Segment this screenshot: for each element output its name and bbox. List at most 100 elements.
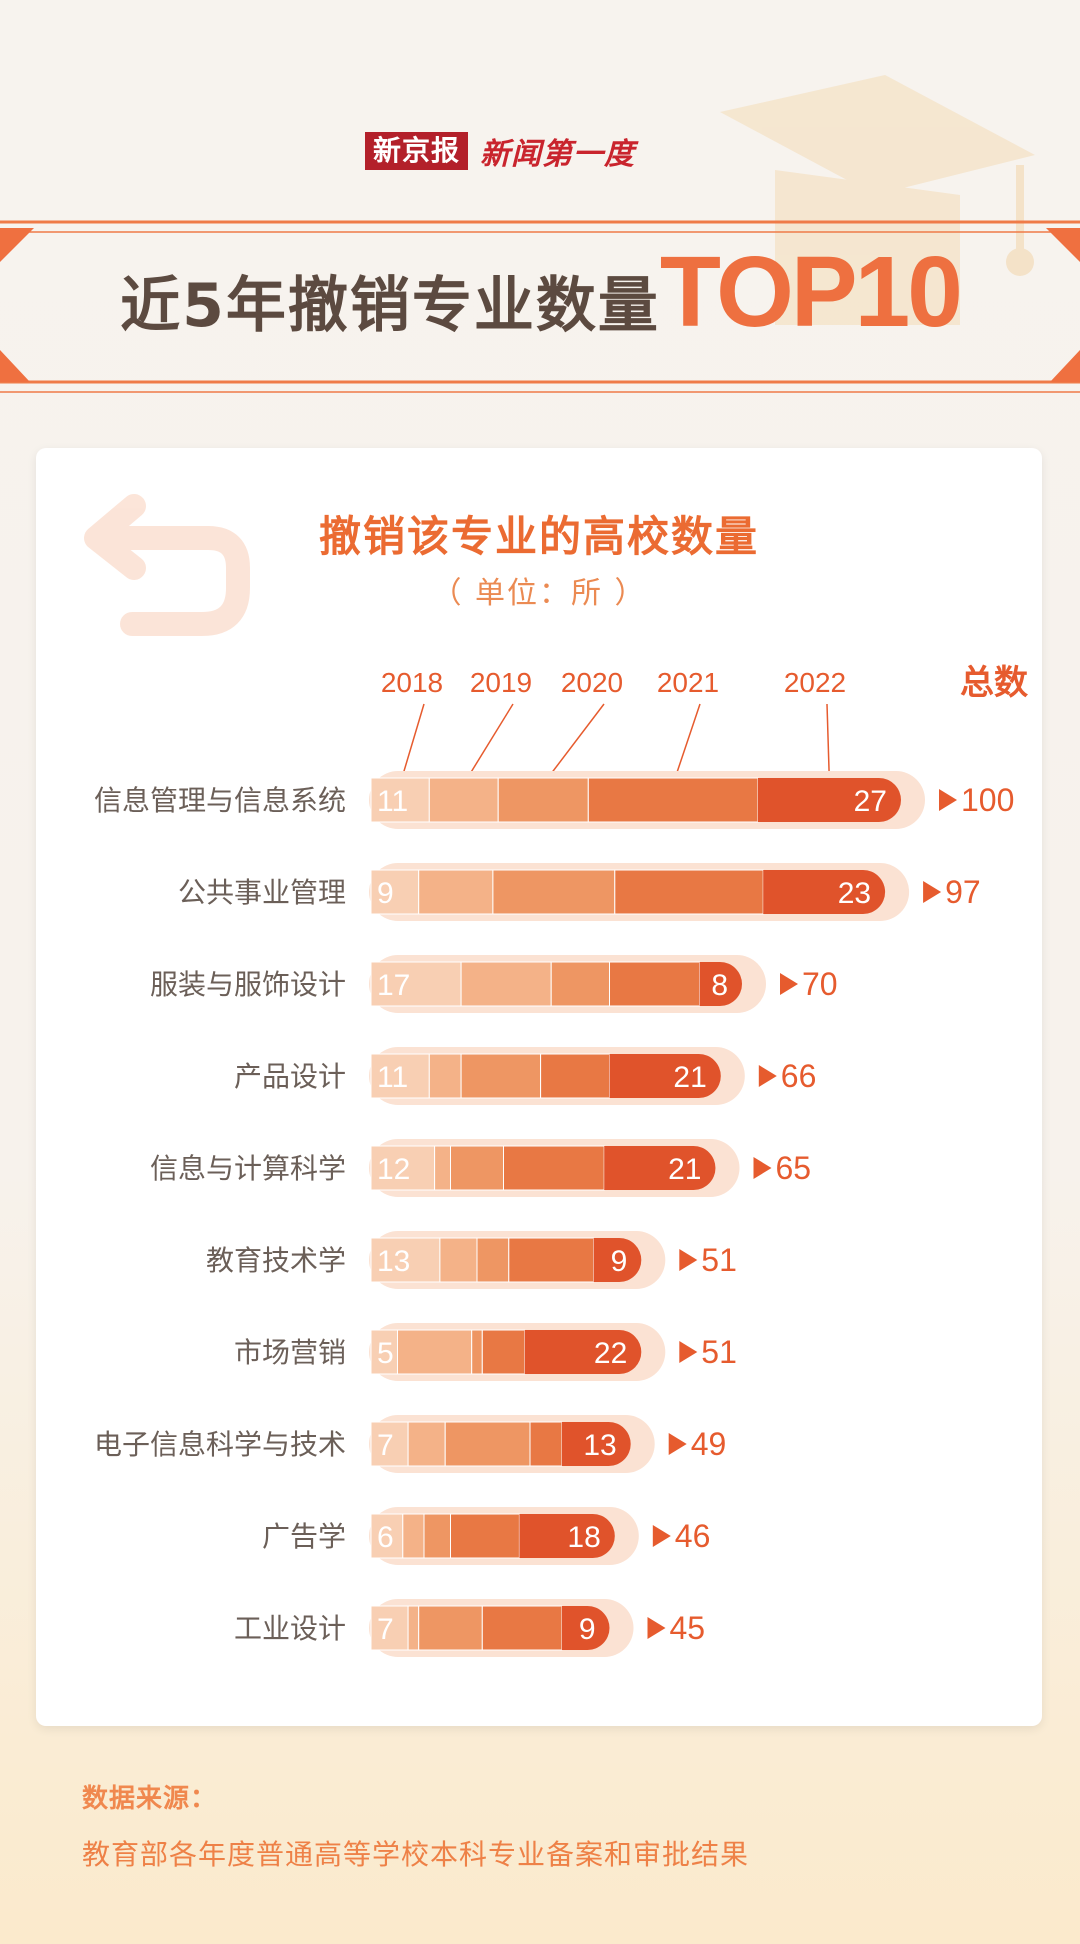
brand-name: 新京报 [365,132,469,170]
category-label: 市场营销 [234,1336,346,1369]
chart-unit: （ 单位：所 ） [431,576,647,611]
legend-connector-2020 [542,703,605,785]
total-marker-icon [923,881,942,903]
category-label: 服装与服饰设计 [150,968,346,1001]
bar-segment-2018 [370,1145,436,1191]
data-label-2022: 18 [567,1521,600,1554]
legend-connector-2021 [672,703,701,785]
legend-year-2021: 2021 [657,667,719,698]
bar-segment-2021 [609,961,701,1007]
bar-segment-2020 [497,777,589,823]
bar-segment-2019 [428,1053,462,1099]
bar-segment-2019 [402,1513,425,1559]
total-value: 49 [691,1426,727,1462]
total-value: 51 [701,1334,737,1370]
back-arrow-icon [84,494,250,636]
bar-segment-2020 [450,1145,504,1191]
bar-segment-2018 [370,961,462,1007]
bar-segment-2020 [476,1237,510,1283]
bar-segment-2022 [604,1146,716,1190]
bar-segment-2022 [519,1514,615,1558]
bar-segment-2019 [460,961,552,1007]
category-label: 产品设计 [234,1060,346,1093]
total-value: 97 [945,874,981,910]
bar-segment-2018 [370,1237,441,1283]
total-marker-icon [652,1525,671,1547]
total-marker-icon [679,1249,698,1271]
bar-segment-2021 [508,1237,595,1283]
bar-segment-2022 [699,962,742,1006]
bar-segment-2020 [444,1421,531,1467]
header-decoration [0,75,1080,393]
total-header: 总数 [960,663,1028,703]
header: 新京报 新闻第一度 近5年撤销专业数量TOP10 [0,0,1080,420]
graduation-cap-icon [720,75,1035,325]
data-source: 数据来源： 教育部各年度普通高等学校本科专业备案和审批结果 [82,1778,749,1873]
total-value: 45 [670,1610,706,1646]
bar-segment-2020 [471,1329,483,1375]
legend-year-2018: 2018 [381,667,443,698]
bar-segment-2022 [609,1054,721,1098]
chart-card: 2018 2019 2020 2021 2022 总数 信息管理与信息系统 11 27 100 公共… [36,448,1042,1726]
data-label-2018: 5 [377,1337,394,1370]
data-label-2018: 11 [377,785,408,818]
data-label-2018: 7 [377,1613,394,1646]
page-title: 近5年撤销专业数量TOP10 [0,235,1080,350]
bar-segment-2018 [370,869,420,915]
legend-connector-2019 [463,703,514,785]
data-label-2018: 7 [377,1429,394,1462]
bar-segment-2022 [757,778,901,822]
bar-segment-2020 [492,869,616,915]
total-marker-icon [758,1065,777,1087]
brand-logo: 新京报 新闻第一度 [365,132,635,172]
data-label-2022: 23 [838,877,871,910]
data-label-2018: 6 [377,1521,394,1554]
category-label: 电子信息科学与技术 [94,1428,346,1461]
total-marker-icon [647,1617,666,1639]
bar-segment-2022 [561,1606,610,1650]
bar-segment-2022 [593,1238,642,1282]
category-label: 信息与计算科学 [150,1152,346,1185]
category-label: 公共事业管理 [178,876,346,909]
total-marker-icon [753,1157,772,1179]
data-label-2018: 17 [377,969,410,1002]
category-label: 工业设计 [234,1612,346,1645]
bar-segment-2018 [370,1053,430,1099]
bar-segment-2019 [418,869,494,915]
bar-segment-2019 [407,1605,420,1651]
bar-segment-2019 [428,777,499,823]
total-value: 65 [776,1150,812,1186]
total-value: 66 [781,1058,817,1094]
total-marker-icon [668,1433,687,1455]
bar-segment-2018 [370,1513,404,1559]
data-label-2022: 9 [611,1245,628,1278]
bar-segment-2018 [370,1421,409,1467]
bar-segment-2021 [481,1605,563,1651]
bar-segment-2021 [503,1145,605,1191]
page-title-emphasis: TOP10 [659,236,963,348]
data-label-2018: 9 [377,877,394,910]
bar-segment-2021 [587,777,759,823]
bar-segment-2020 [423,1513,451,1559]
data-source-label: 数据来源： [82,1784,218,1814]
data-label-2018: 13 [377,1245,410,1278]
total-value: 51 [701,1242,737,1278]
bar-segment-2018 [370,777,430,823]
bar-segment-2022 [763,870,886,914]
data-label-2022: 27 [854,785,887,818]
chart-title: 撤销该专业的高校数量 [318,512,759,561]
bar-segment-2021 [450,1513,520,1559]
data-label-2022: 21 [668,1153,701,1186]
bar-segment-2022 [561,1422,631,1466]
data-label-2022: 21 [673,1061,706,1094]
bar-segment-2021 [529,1421,563,1467]
bar-segment-2021 [540,1053,611,1099]
data-label-2022: 22 [594,1337,627,1370]
total-value: 46 [675,1518,711,1554]
category-label: 教育技术学 [206,1244,346,1277]
bar-segment-2019 [439,1237,478,1283]
bar-segment-2018 [370,1605,409,1651]
total-marker-icon [679,1341,698,1363]
bar-segment-2019 [397,1329,473,1375]
